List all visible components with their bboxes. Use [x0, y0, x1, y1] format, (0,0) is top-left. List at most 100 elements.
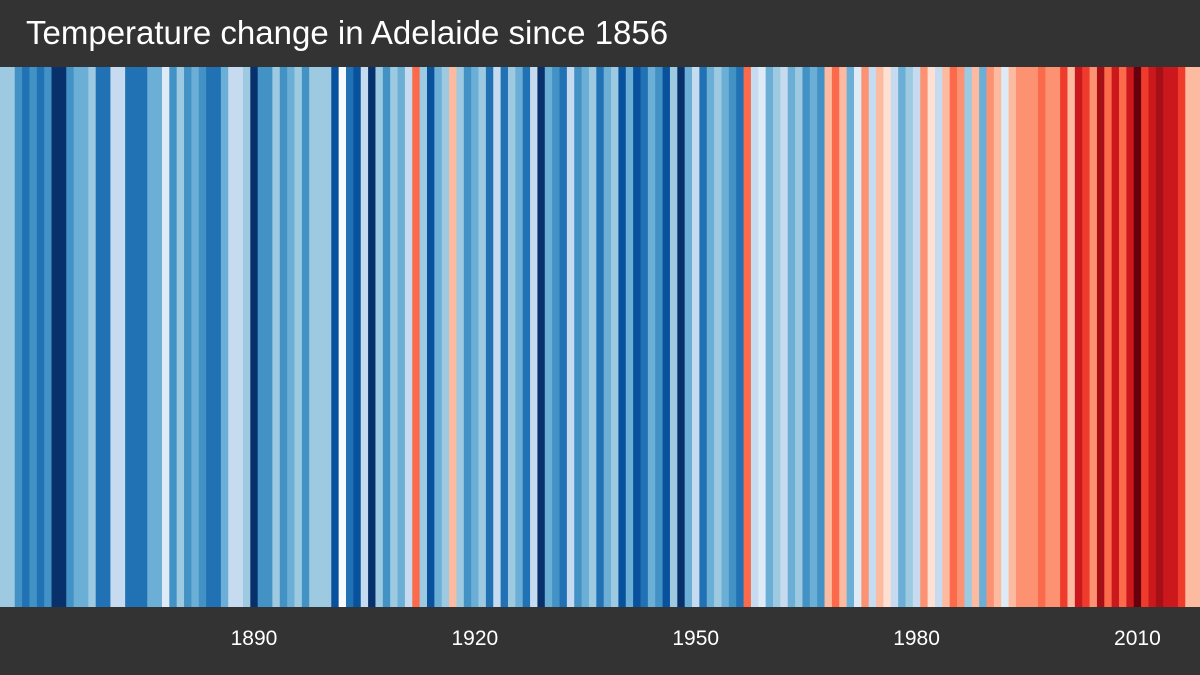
stripe-1880 — [176, 67, 185, 607]
stripe-1860 — [29, 67, 38, 607]
stripe-1881 — [184, 67, 193, 607]
stripe-2007 — [1111, 67, 1120, 607]
stripe-1972 — [853, 67, 862, 607]
stripe-1914 — [426, 67, 435, 607]
stripe-1986 — [957, 67, 966, 607]
stripe-1897 — [301, 67, 310, 607]
stripe-1865 — [66, 67, 75, 607]
stripe-1977 — [890, 67, 899, 607]
stripe-1960 — [765, 67, 774, 607]
stripe-1889 — [242, 67, 251, 607]
stripe-1922 — [485, 67, 494, 607]
stripe-1907 — [375, 67, 384, 607]
stripe-1964 — [795, 67, 804, 607]
stripe-1976 — [883, 67, 892, 607]
stripe-1918 — [456, 67, 465, 607]
stripe-1939 — [611, 67, 620, 607]
stripe-1924 — [500, 67, 509, 607]
stripe-1959 — [758, 67, 767, 607]
stripe-1970 — [839, 67, 848, 607]
stripe-1856 — [0, 67, 8, 607]
stripe-1916 — [441, 67, 450, 607]
stripes-group — [0, 67, 1200, 607]
stripe-1997 — [1038, 67, 1046, 607]
stripe-1900 — [323, 67, 332, 607]
stripe-1951 — [699, 67, 708, 607]
stripe-1962 — [780, 67, 789, 607]
stripe-1895 — [287, 67, 296, 607]
stripe-1882 — [191, 67, 200, 607]
stripe-1952 — [706, 67, 715, 607]
stripe-1984 — [942, 67, 951, 607]
stripe-2001 — [1067, 67, 1076, 607]
stripe-1886 — [220, 67, 229, 607]
stripe-1999 — [1052, 67, 1061, 607]
stripe-1933 — [566, 67, 575, 607]
stripe-1945 — [655, 67, 664, 607]
stripe-1943 — [640, 67, 649, 607]
stripe-1885 — [213, 67, 222, 607]
stripe-1937 — [596, 67, 605, 607]
stripe-1929 — [537, 67, 546, 607]
stripe-1934 — [574, 67, 583, 607]
x-tick-label: 2010 — [1114, 627, 1161, 650]
stripe-1975 — [876, 67, 885, 607]
stripe-1898 — [309, 67, 318, 607]
stripe-1931 — [552, 67, 561, 607]
x-tick-label: 1950 — [672, 627, 719, 650]
stripe-1874 — [132, 67, 141, 607]
stripe-1946 — [662, 67, 671, 607]
stripe-1950 — [692, 67, 700, 607]
stripe-1948 — [677, 67, 686, 607]
stripe-1958 — [750, 67, 759, 607]
stripe-1904 — [353, 67, 362, 607]
stripe-2002 — [1074, 67, 1083, 607]
stripe-1968 — [824, 67, 833, 607]
stripe-1995 — [1023, 67, 1032, 607]
stripe-1917 — [449, 67, 458, 607]
stripe-1873 — [125, 67, 134, 607]
stripe-1980 — [912, 67, 921, 607]
stripe-1996 — [1030, 67, 1039, 607]
stripe-1866 — [73, 67, 82, 607]
stripe-1932 — [559, 67, 568, 607]
stripe-1954 — [721, 67, 730, 607]
stripe-1938 — [603, 67, 612, 607]
stripe-1944 — [647, 67, 656, 607]
x-tick-label: 1920 — [451, 627, 498, 650]
stripe-1985 — [949, 67, 958, 607]
x-tick-label: 1890 — [231, 627, 278, 650]
stripe-1936 — [588, 67, 597, 607]
stripe-1879 — [169, 67, 178, 607]
stripe-1979 — [905, 67, 914, 607]
stripe-2004 — [1089, 67, 1098, 607]
stripe-1935 — [581, 67, 590, 607]
stripe-1923 — [493, 67, 502, 607]
stripe-1896 — [294, 67, 303, 607]
stripe-1928 — [530, 67, 539, 607]
stripe-2006 — [1104, 67, 1113, 607]
stripe-1921 — [478, 67, 487, 607]
stripe-1925 — [507, 67, 516, 607]
stripe-1967 — [817, 67, 826, 607]
stripe-2011 — [1141, 67, 1150, 607]
stripe-1941 — [625, 67, 634, 607]
stripe-1911 — [404, 67, 413, 607]
stripe-2000 — [1060, 67, 1069, 607]
stripe-1988 — [971, 67, 980, 607]
stripe-1930 — [544, 67, 553, 607]
stripe-1966 — [809, 67, 818, 607]
stripe-1875 — [139, 67, 148, 607]
stripe-1861 — [36, 67, 45, 607]
stripe-1971 — [846, 67, 855, 607]
stripe-1878 — [161, 67, 170, 607]
stripe-1989 — [979, 67, 988, 607]
stripe-2015 — [1170, 67, 1179, 607]
stripe-1953 — [714, 67, 723, 607]
stripe-1864 — [58, 67, 67, 607]
stripe-1905 — [360, 67, 369, 607]
stripe-1940 — [618, 67, 627, 607]
stripe-1991 — [993, 67, 1002, 607]
x-tick-label: 1980 — [893, 627, 940, 650]
